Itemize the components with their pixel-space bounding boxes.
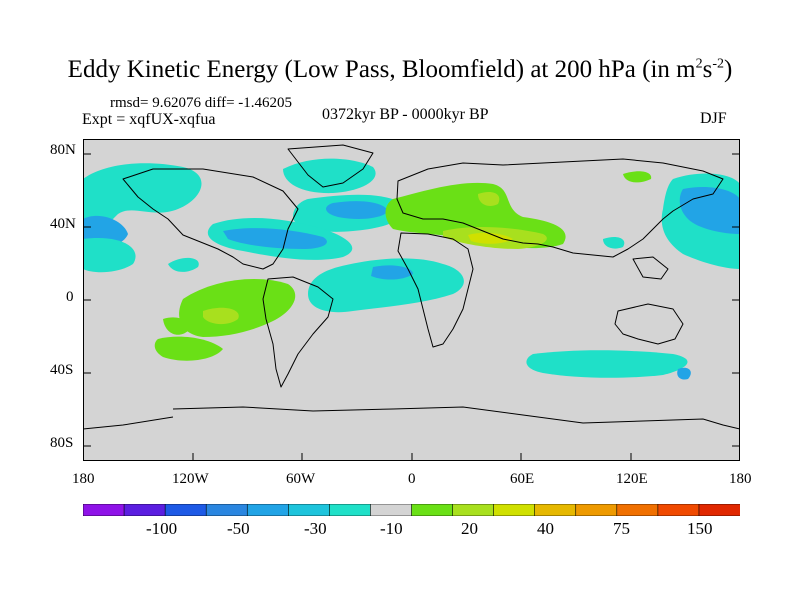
colorbar-swatch: [698, 504, 740, 516]
colorbar-swatch: [534, 504, 577, 516]
colorbar-label: -10: [380, 519, 403, 538]
lon-label-0: 0: [408, 471, 416, 487]
colorbar-label: -50: [227, 519, 250, 538]
colorbar-swatch: [411, 504, 454, 516]
colorbar-swatch: [657, 504, 700, 516]
lon-label-60w: 60W: [286, 471, 316, 487]
colorbar-swatch: [288, 504, 331, 516]
colorbar-swatch: [493, 504, 536, 516]
colorbar-swatch: [83, 504, 125, 516]
contour-fills: [83, 158, 740, 380]
experiment-label: Expt = xqfUX-xqfua: [82, 111, 216, 128]
colorbar-label: -30: [304, 519, 327, 538]
lat-label-40s: 40S: [50, 362, 74, 378]
coastlines: [83, 144, 740, 430]
lon-label-120e: 120E: [616, 471, 648, 487]
ek-energy-map: [83, 139, 740, 461]
lat-label-0: 0: [66, 289, 74, 305]
colorbar-swatch: [616, 504, 659, 516]
colorbar-swatch: [575, 504, 618, 516]
colorbar-swatch: [329, 504, 372, 516]
colorbar-swatch: [246, 504, 290, 516]
period-label: 0372kyr BP - 0000kyr BP: [322, 106, 489, 123]
map-title: Eddy Kinetic Energy (Low Pass, Bloomfiel…: [67, 56, 733, 83]
colorbar-swatch: [164, 504, 207, 516]
colorbar-swatch: [452, 504, 495, 516]
lon-label-60e: 60E: [510, 471, 535, 487]
lat-label-80n: 80N: [50, 142, 76, 158]
colorbar-swatch: [123, 504, 166, 516]
lat-label-80s: 80S: [50, 435, 74, 451]
lon-label-180w: 180: [72, 471, 95, 487]
colorbar-label: 20: [461, 519, 478, 538]
colorbar-swatch: [370, 504, 413, 516]
colorbar-label: -100: [146, 519, 178, 538]
lat-label-40n: 40N: [50, 216, 76, 232]
axis-ticks: [83, 153, 740, 461]
lon-label-180e: 180: [729, 471, 752, 487]
colorbar-label: 40: [537, 519, 554, 538]
colorbar-label: 75: [613, 519, 630, 538]
lon-label-120w: 120W: [172, 471, 209, 487]
season-label: DJF: [700, 110, 727, 127]
colorbar-swatch: [205, 504, 249, 516]
rmsd-stats: rmsd= 9.62076 diff= -1.46205: [110, 95, 293, 111]
colorbar: [83, 504, 740, 516]
colorbar-label: 150: [687, 519, 713, 538]
